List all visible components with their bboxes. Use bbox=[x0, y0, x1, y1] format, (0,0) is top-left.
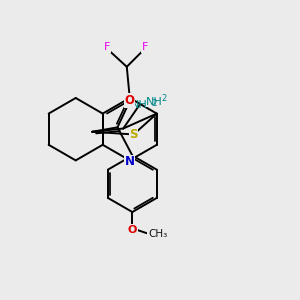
Text: NH: NH bbox=[131, 100, 148, 110]
Text: 2: 2 bbox=[151, 99, 157, 108]
Text: CH₃: CH₃ bbox=[148, 229, 167, 239]
Text: O: O bbox=[128, 225, 137, 235]
Text: N: N bbox=[125, 155, 135, 168]
Text: S: S bbox=[129, 128, 138, 141]
Text: O: O bbox=[124, 94, 134, 107]
Text: 2: 2 bbox=[161, 94, 166, 103]
Text: F: F bbox=[104, 43, 111, 52]
Text: NH: NH bbox=[146, 97, 162, 107]
Text: F: F bbox=[141, 43, 148, 52]
